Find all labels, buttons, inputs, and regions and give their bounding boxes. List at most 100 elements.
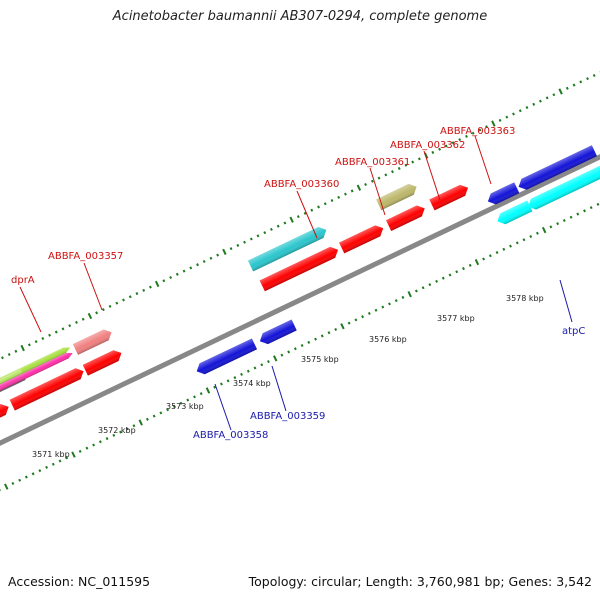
outer-ruler-minor-tick <box>276 224 280 228</box>
outer-ruler-minor-tick <box>27 343 31 347</box>
inner-ruler-minor-tick <box>193 395 196 399</box>
outer-ruler-minor-tick <box>317 205 320 209</box>
inner-ruler-minor-tick <box>374 308 378 312</box>
inner-ruler-minor-tick <box>152 414 156 418</box>
label-abbfa-003363[interactable]: ABBFA_003363 <box>440 126 515 137</box>
outer-ruler-minor-tick <box>438 147 442 151</box>
outer-ruler-minor-tick <box>397 166 401 170</box>
feature-shade-overlay <box>72 329 112 355</box>
leader-abbfa-003357 <box>83 262 103 311</box>
inner-ruler-minor-tick <box>199 392 203 396</box>
inner-ruler-minor-tick <box>495 251 499 255</box>
inner-ruler-minor-tick <box>462 267 465 271</box>
label-abbfa-003361[interactable]: ABBFA_003361 <box>335 157 410 168</box>
inner-ruler-minor-tick <box>31 472 35 476</box>
leader-abbfa-003358 <box>214 383 232 431</box>
outer-ruler-minor-tick <box>518 109 522 113</box>
outer-ruler-minor-tick <box>182 269 186 273</box>
label-abbfa-003358[interactable]: ABBFA_003358 <box>193 430 268 441</box>
outer-ruler-minor-tick <box>586 77 589 81</box>
outer-ruler-minor-tick <box>337 195 341 199</box>
inner-ruler-major-tick <box>407 291 412 298</box>
inner-ruler-minor-tick <box>58 459 62 463</box>
inner-ruler-minor-tick <box>414 289 418 293</box>
inner-ruler-minor-tick <box>455 270 459 274</box>
outer-ruler-minor-tick <box>108 304 112 308</box>
inner-ruler-minor-tick <box>441 276 445 280</box>
inner-ruler-minor-tick <box>166 408 170 412</box>
kbp-label-3578: 3578 kbp <box>506 294 544 303</box>
feature-shade-overlay <box>0 347 71 386</box>
leader-atpc <box>559 279 573 323</box>
label-dpra[interactable]: dprA <box>11 275 35 286</box>
outer-ruler-minor-tick <box>364 183 367 187</box>
inner-ruler-major-tick <box>4 483 9 490</box>
outer-ruler-minor-tick <box>61 327 65 331</box>
feature-shade-overlay <box>339 225 384 254</box>
feature-shade-overlay <box>429 184 469 211</box>
outer-ruler-minor-tick <box>505 115 509 119</box>
outer-ruler-major-tick <box>20 344 25 352</box>
outer-ruler-minor-tick <box>296 215 300 219</box>
label-atpc[interactable]: atpC <box>562 326 585 337</box>
outer-ruler-major-tick <box>222 248 227 255</box>
label-abbfa-003362[interactable]: ABBFA_003362 <box>390 140 465 151</box>
inner-ruler-minor-tick <box>347 321 351 325</box>
outer-ruler-minor-tick <box>431 150 435 154</box>
outer-ruler-minor-tick <box>417 157 421 161</box>
outer-ruler-minor-tick <box>209 256 213 260</box>
label-abbfa-003357[interactable]: ABBFA_003357 <box>48 251 123 262</box>
inner-ruler-minor-tick <box>112 433 116 437</box>
outer-ruler-minor-tick <box>552 93 556 97</box>
outer-ruler-minor-tick <box>122 298 125 302</box>
outer-ruler-major-tick <box>154 280 160 288</box>
inner-ruler-minor-tick <box>448 273 452 277</box>
inner-ruler-minor-tick <box>0 488 1 492</box>
outer-ruler-minor-tick <box>458 138 462 142</box>
inner-ruler-minor-tick <box>233 376 237 380</box>
inner-ruler-minor-tick <box>320 334 324 338</box>
outer-ruler-minor-tick <box>370 179 374 183</box>
feature-shade-overlay <box>386 205 425 232</box>
inner-ruler-minor-tick <box>522 238 526 242</box>
inner-ruler-minor-tick <box>421 286 425 290</box>
outer-ruler-minor-tick <box>310 208 314 212</box>
outer-ruler-minor-tick <box>81 317 85 321</box>
outer-ruler-minor-tick <box>135 292 139 296</box>
label-abbfa-003360[interactable]: ABBFA_003360 <box>264 179 339 190</box>
inner-ruler-minor-tick <box>529 234 533 238</box>
outer-ruler-minor-tick <box>451 141 455 145</box>
inner-ruler-major-tick <box>273 355 278 362</box>
outer-ruler-minor-tick <box>189 266 193 270</box>
outer-ruler-minor-tick <box>391 170 394 174</box>
inner-ruler-minor-tick <box>515 241 519 245</box>
feature-shade-overlay <box>196 338 258 375</box>
inner-ruler-minor-tick <box>267 360 270 364</box>
inner-ruler-minor-tick <box>488 254 492 258</box>
leader-abbfa-003361 <box>369 167 386 216</box>
inner-ruler-minor-tick <box>435 279 439 283</box>
inner-ruler-minor-tick <box>556 222 560 226</box>
inner-ruler-minor-tick <box>145 417 149 421</box>
outer-ruler-minor-tick <box>579 80 583 84</box>
outer-tick-ruler <box>1 70 600 360</box>
feature-shade-overlay <box>259 319 297 345</box>
label-abbfa-003359[interactable]: ABBFA_003359 <box>250 411 325 422</box>
outer-ruler-minor-tick <box>95 311 99 315</box>
outer-ruler-minor-tick <box>41 336 45 340</box>
outer-ruler-minor-tick <box>263 231 267 235</box>
inner-ruler-minor-tick <box>105 437 109 441</box>
inner-ruler-minor-tick <box>569 215 573 219</box>
kbp-label-3572: 3572 kbp <box>98 426 136 435</box>
outer-ruler-minor-tick <box>283 221 287 225</box>
inner-ruler-minor-tick <box>11 481 15 485</box>
outer-ruler-minor-tick <box>256 234 260 238</box>
outer-ruler-minor-tick <box>216 253 220 257</box>
inner-ruler-minor-tick <box>576 212 580 216</box>
inner-ruler-minor-tick <box>280 353 284 357</box>
outer-ruler-minor-tick <box>465 134 468 138</box>
inner-ruler-minor-tick <box>300 344 304 348</box>
outer-ruler-major-tick <box>356 184 362 191</box>
genome-summary-text: Topology: circular; Length: 3,760,981 bp… <box>248 574 592 589</box>
